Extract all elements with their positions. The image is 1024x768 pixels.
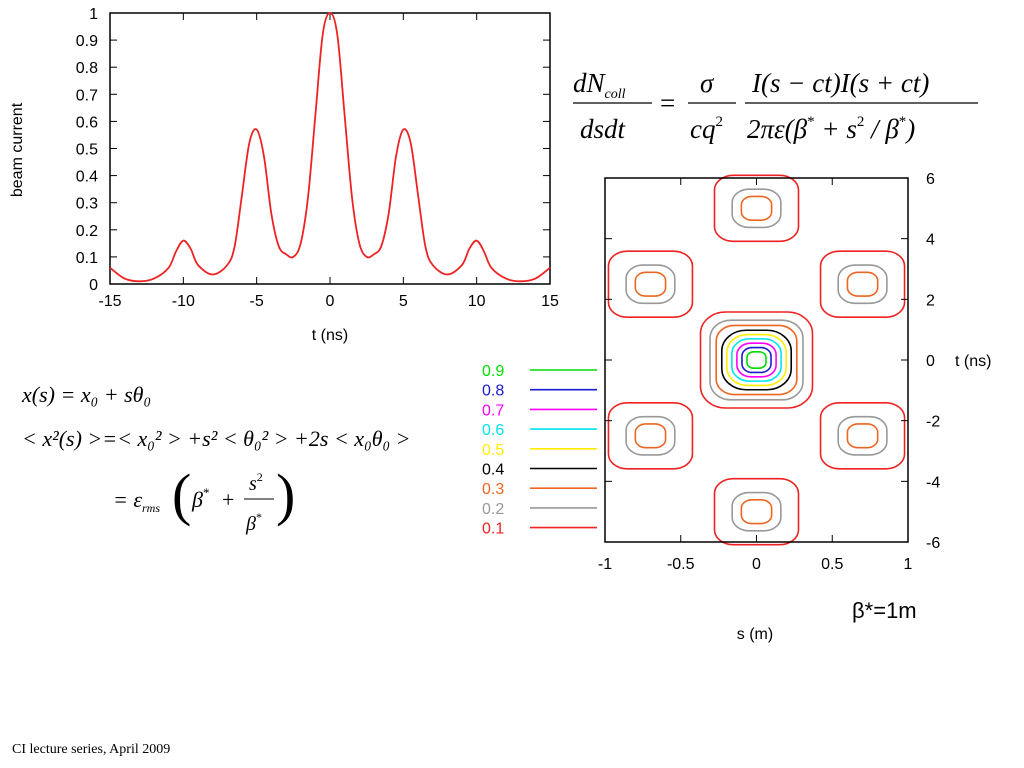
formula-current-product: I(s − ct)I(s + ct) [751, 68, 929, 98]
contour-chart: -1 -0.5 0 0.5 1 -6 -4 -2 0 2 4 6 s (m) t (ns) 0.9 0.… [482, 171, 991, 643]
legend-label: 0.8 [482, 383, 504, 400]
x-tick-label: 5 [399, 293, 408, 310]
contour-level-0.2 [625, 264, 676, 305]
y-tick-label: 0.7 [76, 87, 98, 104]
x-tick-label: 0 [326, 293, 335, 310]
y-tick-label: 0.1 [76, 250, 98, 267]
legend-label: 0.7 [482, 402, 504, 419]
contour-level-0.2 [731, 491, 782, 532]
contour-level-0.3 [846, 423, 879, 449]
chart2-frame [604, 177, 909, 543]
chart1-xlabel: t (ns) [312, 327, 348, 344]
y-tick-label: -2 [926, 414, 940, 431]
x-tick-label: -5 [250, 293, 264, 310]
contour-level-0.1 [819, 402, 906, 470]
contour-level-0.3 [846, 271, 879, 297]
svg-text:s2: s2 [249, 470, 263, 495]
formula-line-1: x(s) = x₀ + sθ₀ [21, 382, 151, 407]
beam-current-curve [109, 12, 551, 283]
y-tick-label: 2 [926, 292, 935, 309]
y-tick-label: -6 [926, 535, 940, 552]
luminosity-formula: dNcoll dsdt = σ cq2 I(s − ct)I(s + ct) 2… [573, 68, 978, 144]
formula-cq2: cq2 [690, 114, 723, 144]
x-tick-label: -15 [98, 293, 121, 310]
formula-denominator-2: 2πε(β* + s2 / β*) [747, 114, 915, 144]
contour-level-0.1 [607, 250, 694, 318]
y-tick-label: 4 [926, 232, 935, 249]
contour-level-0.9 [746, 351, 767, 369]
legend-label: 0.1 [482, 521, 504, 538]
contour-level-0.1 [699, 311, 814, 409]
chart1-ylabel: beam current [9, 102, 26, 197]
formula-equals: = [660, 88, 675, 118]
y-tick-label: 0 [89, 277, 98, 294]
contour-level-0.2 [837, 415, 888, 456]
contour-level-0.7 [736, 342, 777, 378]
contour-level-0.1 [607, 402, 694, 470]
svg-text:): ) [276, 462, 295, 527]
contour-level-0.3 [715, 324, 798, 396]
svg-text:= εrms: = εrms [113, 487, 160, 515]
x-tick-label: 10 [468, 293, 486, 310]
formula-line-3: = εrms ( β* + s2 β* ) [113, 462, 295, 535]
contour-level-0.2 [731, 188, 782, 229]
y-tick-label: 0.4 [76, 169, 98, 186]
svg-text:(: ( [172, 462, 191, 527]
contour-level-0.3 [634, 271, 667, 297]
contour-level-0.8 [741, 346, 772, 374]
y-tick-label: -4 [926, 474, 940, 491]
y-tick-label: 0.2 [76, 223, 98, 240]
chart1-frame [109, 12, 551, 285]
contour-level-0.2 [709, 319, 804, 401]
footer-text: CI lecture series, April 2009 [12, 742, 171, 757]
chart2-ylabel: t (ns) [955, 353, 991, 370]
svg-text:β*: β* [191, 485, 209, 512]
x-tick-label: 0 [752, 556, 761, 573]
contour-level-0.3 [740, 195, 773, 222]
contour-level-0.6 [731, 338, 782, 382]
legend-label: 0.2 [482, 501, 504, 518]
contour-level-0.1 [819, 250, 906, 318]
svg-text:β*: β* [245, 510, 262, 535]
y-tick-label: 6 [926, 171, 935, 188]
contour-level-0.5 [726, 333, 787, 387]
contour-level-0.2 [625, 415, 676, 456]
x-tick-label: 0.5 [821, 556, 843, 573]
y-tick-label: 0.9 [76, 33, 98, 50]
x-tick-label: -10 [172, 293, 195, 310]
beam-current-chart: -15 -10 -5 0 5 10 15 0 0.1 0.2 0.3 0.4 0.5 0.6 0.7 0.8 0… [9, 6, 559, 344]
beta-star-label: β*=1m [852, 598, 917, 623]
contour-level-0.4 [720, 329, 793, 391]
legend-label: 0.5 [482, 442, 504, 459]
y-tick-label: 0.6 [76, 114, 98, 131]
formula-lhs-denominator: dsdt [580, 114, 627, 144]
legend-label: 0.6 [482, 422, 504, 439]
legend-label: 0.9 [482, 363, 504, 380]
x-tick-label: 15 [541, 293, 559, 310]
formula-sigma: σ [700, 68, 715, 98]
contour-level-0.3 [634, 423, 667, 449]
y-tick-label: 0 [926, 353, 935, 370]
y-tick-label: 0.3 [76, 196, 98, 213]
contour-level-0.1 [713, 174, 800, 243]
contour-level-0.1 [713, 477, 800, 546]
y-tick-label: 0.5 [76, 142, 98, 159]
x-tick-label: 1 [904, 556, 913, 573]
y-tick-label: 0.8 [76, 60, 98, 77]
x-tick-label: -1 [598, 556, 612, 573]
svg-text:+: + [222, 487, 234, 512]
formula-lhs-numerator: dNcoll [573, 68, 626, 102]
legend-label: 0.3 [482, 481, 504, 498]
emittance-formulas: x(s) = x₀ + sθ₀ < x²(s) >=< x₀² > +s² < … [21, 382, 411, 535]
x-tick-label: -0.5 [667, 556, 695, 573]
legend-label: 0.4 [482, 462, 504, 479]
contour-level-0.3 [740, 498, 773, 525]
formula-line-2: < x²(s) >=< x₀² > +s² < θ₀² > +2s < x₀θ₀… [22, 426, 411, 451]
y-tick-label: 1 [89, 6, 98, 23]
chart2-xlabel: s (m) [737, 626, 773, 643]
contour-level-0.2 [837, 264, 888, 305]
